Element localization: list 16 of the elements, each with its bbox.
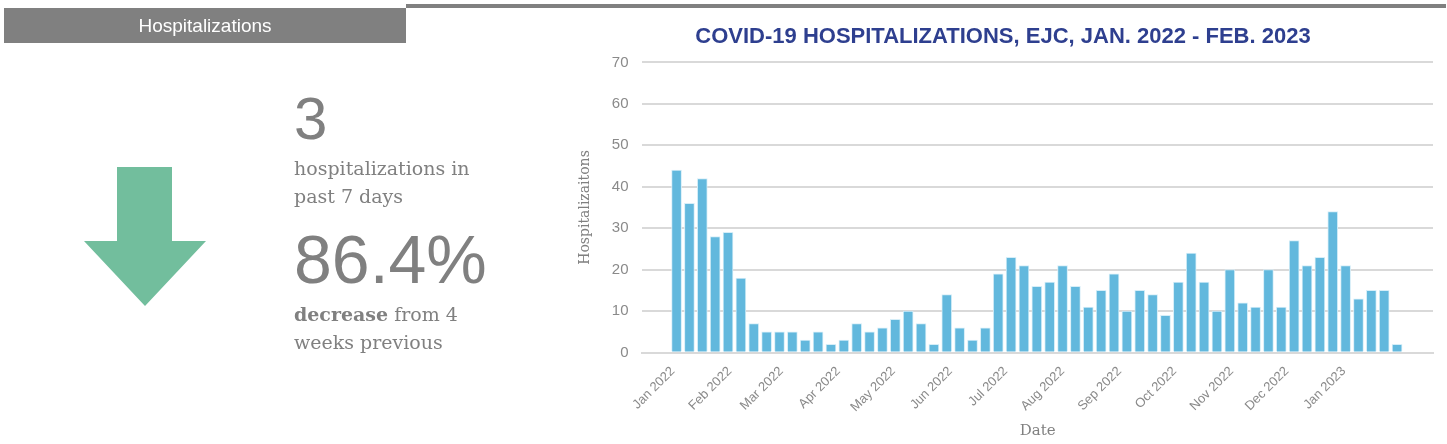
y-tick-label: 60	[611, 94, 629, 111]
text: decrease	[294, 303, 389, 325]
y-tick-label: 0	[620, 342, 629, 360]
y-tick-label: 30	[611, 218, 629, 236]
chart-title: COVID-19 HOSPITALIZATIONS, EJC, JAN. 2022 - FEB. 2023	[695, 23, 1311, 49]
y-tick-label: 10	[611, 301, 629, 319]
y-tick-label: 20	[611, 259, 629, 277]
x-axis-title: Date	[1019, 420, 1056, 439]
text: Hospitalizations	[138, 14, 272, 37]
y-tick-label: 40	[611, 176, 629, 194]
text: hospitalizations in past 7 days	[294, 156, 471, 209]
y-tick-label: 70	[611, 52, 629, 70]
y-axis-title: Hospitalizaitons	[576, 150, 593, 265]
text: 3	[294, 84, 329, 154]
y-tick-label: 50	[611, 135, 629, 153]
text: 86.4%	[294, 220, 488, 299]
